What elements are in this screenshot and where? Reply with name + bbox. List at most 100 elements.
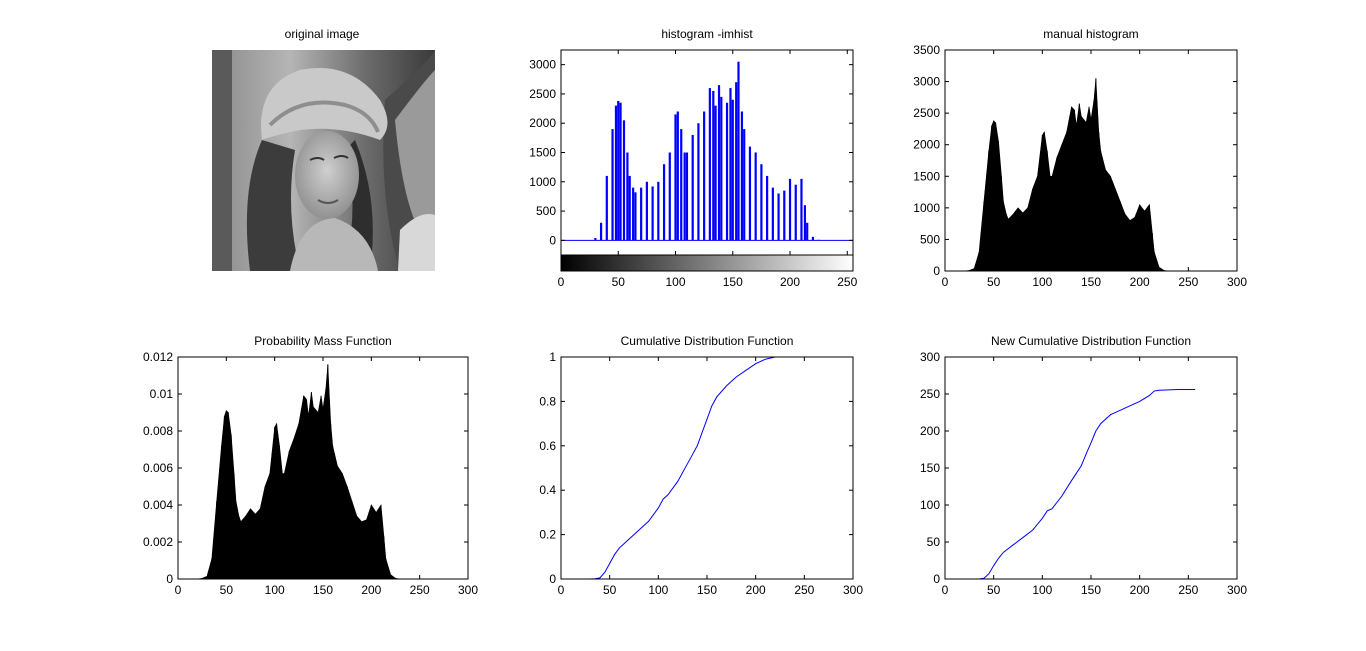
cdf-chart: Cumulative Distribution Function 0 50 100 15…: [539, 334, 863, 597]
bar: [691, 134, 694, 241]
y-tick-label: 3000: [529, 58, 556, 72]
bar: [712, 91, 715, 241]
cdf-line: [570, 356, 776, 580]
x-tick-label: 250: [410, 583, 430, 597]
y-tick-label: 1000: [913, 201, 940, 215]
x-tick-label: 50: [220, 583, 234, 597]
x-tick-label: 0: [942, 583, 949, 597]
y-tick-label: 0: [933, 572, 940, 586]
bar: [674, 114, 677, 241]
bar: [783, 190, 786, 241]
bar: [708, 88, 711, 241]
bar: [800, 178, 803, 241]
newcdf-title: New Cumulative Distribution Function: [991, 334, 1191, 348]
x-tick-label: 250: [1178, 583, 1198, 597]
bar: [697, 123, 700, 241]
y-tick-label: 3000: [913, 75, 940, 89]
x-tick-label: 50: [603, 583, 617, 597]
imhist-colorbar: [560, 254, 854, 272]
y-tick-label: 0.4: [539, 483, 556, 497]
bar: [651, 186, 654, 241]
x-tick-label: 300: [1227, 583, 1247, 597]
bar: [628, 175, 631, 241]
bar: [683, 152, 686, 241]
y-tick-label: 500: [920, 232, 940, 246]
x-tick-label: 50: [987, 583, 1001, 597]
original-image-panel: original image: [212, 27, 435, 271]
y-tick-label: 0.2: [539, 528, 556, 542]
bar: [806, 222, 809, 241]
x-tick-label: 0: [175, 583, 182, 597]
bar: [626, 152, 629, 241]
x-tick-label: 100: [1032, 583, 1052, 597]
bar: [803, 205, 807, 241]
cdf-axes-box: [560, 356, 854, 580]
y-tick-label: 2000: [529, 116, 556, 130]
bar: [599, 222, 603, 241]
x-tick-label: 250: [1178, 275, 1198, 289]
pmf-area: [178, 364, 426, 580]
x-tick-label: 200: [746, 583, 766, 597]
y-tick-label: 250: [920, 387, 940, 401]
newcdf-line: [978, 389, 1196, 580]
x-tick-label: 150: [697, 583, 717, 597]
cdf-title: Cumulative Distribution Function: [621, 334, 794, 348]
bar: [634, 192, 637, 241]
y-tick-label: 0.006: [143, 461, 173, 475]
x-tick-label: 100: [1032, 275, 1052, 289]
bar: [611, 129, 614, 241]
bar: [771, 187, 774, 241]
y-tick-label: 1500: [529, 146, 556, 160]
x-tick-label: 0: [558, 583, 565, 597]
x-tick-label: 200: [1130, 583, 1150, 597]
y-tick-label: 300: [920, 350, 940, 364]
x-tick-label: 150: [1081, 275, 1101, 289]
bar: [676, 111, 679, 241]
bar: [619, 102, 622, 241]
y-tick-label: 0.01: [150, 387, 174, 401]
bar: [735, 82, 738, 241]
x-tick-label: 200: [361, 583, 381, 597]
bar: [685, 152, 689, 241]
imhist-title: histogram -imhist: [661, 27, 753, 41]
x-tick-label: 0: [942, 275, 949, 289]
y-tick-label: 2500: [529, 87, 556, 101]
bar: [740, 111, 744, 241]
imhist-axes-box: [560, 49, 854, 256]
bar: [668, 152, 671, 241]
bar: [794, 184, 797, 241]
bar: [662, 164, 666, 241]
y-tick-label: 0: [549, 572, 556, 586]
y-tick-label: 500: [536, 204, 556, 218]
x-tick-label: 50: [612, 275, 626, 289]
bar: [594, 238, 597, 241]
x-tick-label: 100: [648, 583, 668, 597]
bar: [754, 152, 757, 241]
y-tick-label: 2000: [913, 138, 940, 152]
y-tick-label: 2500: [913, 106, 940, 120]
bar: [811, 236, 815, 241]
y-tick-label: 0.004: [143, 498, 173, 512]
x-tick-label: 50: [987, 275, 1001, 289]
bar: [748, 146, 752, 241]
x-tick-label: 250: [837, 275, 857, 289]
pmf-title: Probability Mass Function: [254, 334, 391, 348]
bar: [788, 178, 792, 241]
original-image-title: original image: [285, 27, 360, 41]
bar: [731, 99, 734, 241]
y-tick-label: 0.008: [143, 424, 173, 438]
x-tick-label: 300: [843, 583, 863, 597]
x-tick-label: 150: [1081, 583, 1101, 597]
x-tick-label: 200: [1130, 275, 1150, 289]
x-tick-label: 300: [1227, 275, 1247, 289]
bar: [657, 181, 660, 241]
bar: [622, 120, 626, 241]
bar: [614, 105, 618, 241]
x-tick-label: 200: [780, 275, 800, 289]
bar: [760, 164, 763, 241]
y-tick-label: 1: [549, 350, 556, 364]
bar: [743, 129, 746, 241]
y-tick-label: 0: [166, 572, 173, 586]
y-tick-label: 3500: [913, 43, 940, 57]
